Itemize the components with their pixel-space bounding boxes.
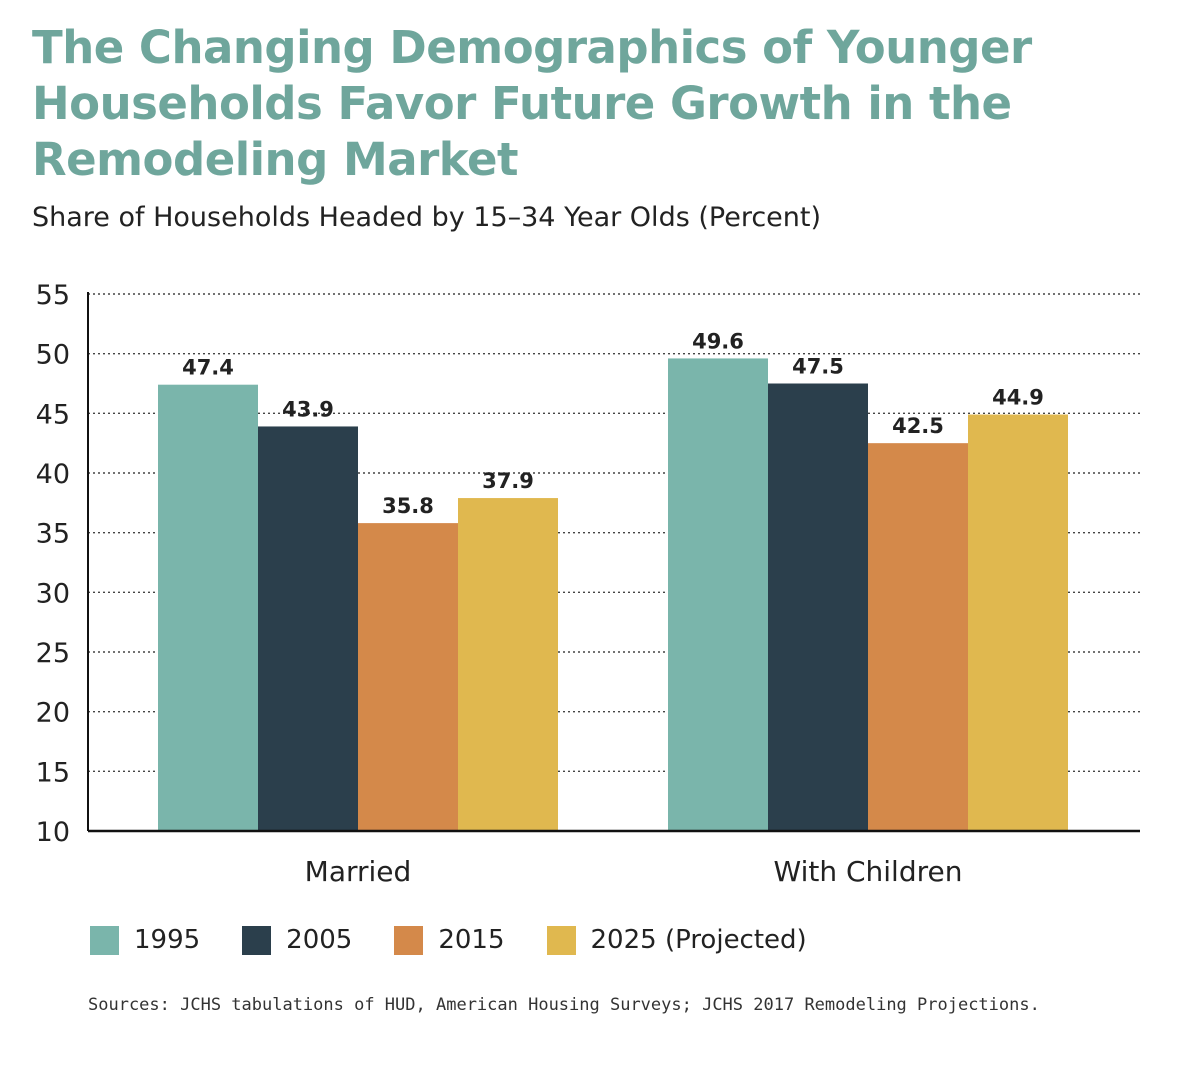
legend-swatch-2015 xyxy=(394,925,424,955)
legend-swatch-2005 xyxy=(242,925,272,955)
x-category-label-1: With Children xyxy=(774,855,963,888)
data-label: 35.8 xyxy=(382,494,434,518)
bar-married-2015 xyxy=(358,523,458,831)
y-tick-label-15: 15 xyxy=(36,757,70,788)
x-category-label-0: Married xyxy=(305,855,412,888)
legend-label-2025: 2025 (Projected) xyxy=(590,925,807,955)
legend-label-2015: 2015 xyxy=(438,925,505,955)
y-tick-label-25: 25 xyxy=(36,638,70,669)
y-tick-label-35: 35 xyxy=(36,519,70,550)
data-label: 49.6 xyxy=(692,329,744,353)
bar-with-children-1995 xyxy=(668,358,768,831)
legend-swatch-2025 xyxy=(546,925,576,955)
data-label: 47.5 xyxy=(792,355,844,379)
legend-item-2025: 2025 (Projected) xyxy=(546,925,807,955)
data-label: 42.5 xyxy=(892,414,944,438)
bar-married-2005 xyxy=(258,426,358,831)
bar-chart: 10 15 20 25 30 35 40 45 50 55 47.4 43.9 35.8 37.9 Marr… xyxy=(36,280,1140,888)
chart-title: The Changing Demographics of Younger Hou… xyxy=(32,21,1032,186)
y-tick-label-55: 55 xyxy=(36,280,70,311)
chart-subtitle: Share of Households Headed by 15–34 Year… xyxy=(32,202,822,233)
legend-label-2005: 2005 xyxy=(286,925,353,955)
legend-item-2005: 2005 xyxy=(242,925,352,955)
data-label: 37.9 xyxy=(482,469,534,493)
y-tick-label-45: 45 xyxy=(36,399,70,430)
bar-with-children-2025 xyxy=(968,414,1068,831)
chart-legend: 1995 2005 2015 2025 (Projected) xyxy=(90,925,849,955)
legend-label-1995: 1995 xyxy=(134,925,201,955)
data-label: 47.4 xyxy=(182,356,234,380)
source-note: Sources: JCHS tabulations of HUD, Americ… xyxy=(88,995,1040,1015)
bar-married-1995 xyxy=(158,384,258,831)
y-tick-label-30: 30 xyxy=(36,578,70,609)
legend-item-1995: 1995 xyxy=(90,925,200,955)
data-label: 43.9 xyxy=(282,397,334,421)
y-tick-label-20: 20 xyxy=(36,698,70,729)
legend-item-2015: 2015 xyxy=(394,925,505,955)
y-tick-label-50: 50 xyxy=(36,340,70,371)
bar-with-children-2015 xyxy=(868,443,968,831)
bar-married-2025 xyxy=(458,498,558,831)
y-tick-label-10: 10 xyxy=(36,817,70,848)
data-label: 44.9 xyxy=(992,386,1044,410)
y-tick-label-40: 40 xyxy=(36,459,70,490)
bar-with-children-2005 xyxy=(768,383,868,831)
legend-swatch-1995 xyxy=(90,925,119,955)
